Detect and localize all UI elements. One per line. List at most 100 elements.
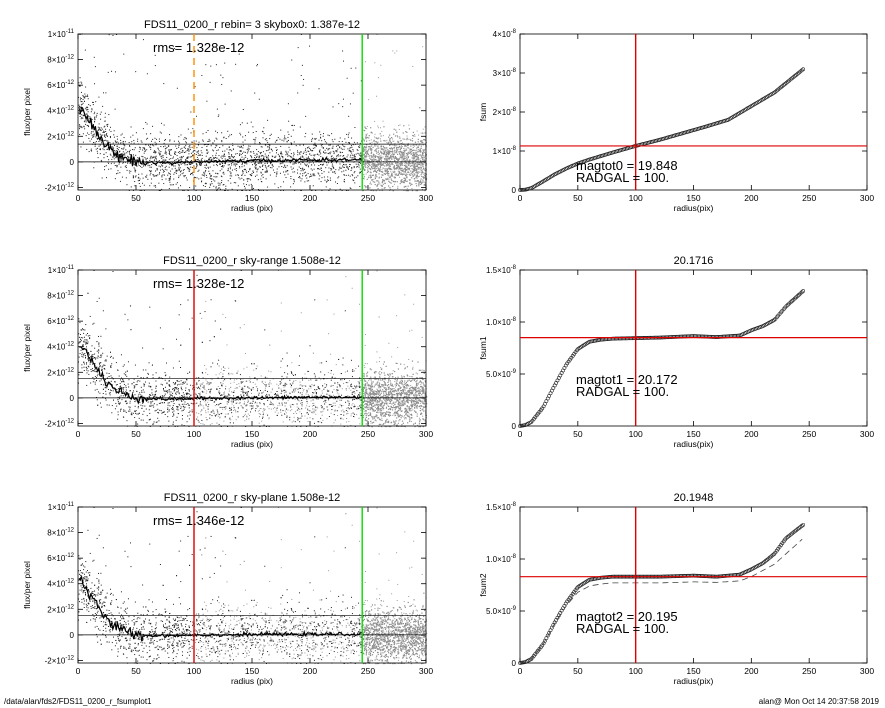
scatter-point — [281, 398, 283, 400]
scatter-point — [170, 154, 172, 156]
scatter-point — [193, 176, 195, 178]
scatter-point — [424, 148, 426, 150]
scatter-point — [188, 168, 190, 170]
scatter-point — [185, 137, 187, 139]
scatter-point — [187, 156, 189, 158]
scatter-point — [380, 148, 382, 150]
scatter-point — [148, 409, 150, 411]
scatter-point — [105, 328, 107, 330]
scatter-point — [407, 391, 409, 393]
scatter-point — [241, 381, 243, 383]
scatter-point — [154, 391, 156, 393]
scatter-point — [313, 384, 315, 386]
scatter-point — [360, 154, 362, 156]
scatter-point — [155, 155, 157, 157]
scatter-point — [402, 392, 404, 394]
scatter-point — [284, 392, 286, 394]
scatter-point — [266, 158, 268, 160]
scatter-point — [409, 330, 411, 332]
scatter-point — [146, 163, 148, 165]
scatter-point — [161, 179, 163, 181]
scatter-point — [284, 137, 286, 139]
scatter-point — [341, 171, 343, 173]
scatter-point — [249, 173, 251, 175]
scatter-point — [193, 149, 195, 151]
scatter-point — [80, 104, 82, 106]
y-tick-label: 0 — [70, 158, 75, 167]
scatter-point — [169, 152, 171, 154]
scatter-point — [379, 190, 381, 191]
scatter-point — [341, 151, 343, 153]
scatter-point — [205, 392, 207, 394]
scatter-point — [202, 140, 204, 142]
scatter-point — [375, 148, 378, 150]
scatter-point — [219, 170, 221, 172]
scatter-point — [133, 163, 135, 165]
scatter-point — [209, 140, 211, 142]
scatter-point — [377, 151, 379, 153]
scatter-point — [335, 190, 337, 191]
scatter-point — [349, 156, 351, 158]
scatter-point — [138, 165, 140, 167]
scatter-point — [286, 141, 288, 143]
scatter-point — [200, 154, 202, 156]
scatter-point — [128, 406, 130, 408]
scatter-point — [224, 158, 226, 160]
scatter-point — [175, 170, 177, 172]
scatter-point — [295, 145, 297, 147]
scatter-point — [242, 144, 244, 146]
scatter-point — [396, 149, 398, 151]
scatter-point — [295, 390, 297, 392]
scatter-point — [288, 133, 290, 135]
scatter-point — [328, 171, 330, 173]
scatter-point — [117, 154, 119, 156]
scatter-point — [166, 383, 168, 385]
scatter-point — [264, 144, 266, 146]
scatter-point — [422, 165, 424, 168]
scatter-point — [384, 170, 386, 172]
scatter-point — [241, 164, 243, 166]
scatter-point — [246, 149, 248, 151]
scatter-point — [172, 401, 174, 403]
scatter-point — [98, 128, 100, 130]
scatter-point — [405, 418, 407, 420]
scatter-point — [154, 141, 156, 143]
scatter-point — [155, 138, 157, 140]
scatter-point — [356, 386, 358, 388]
scatter-point — [183, 381, 185, 383]
scatter-point — [340, 399, 342, 401]
scatter-point — [129, 406, 131, 408]
scatter-point — [418, 168, 420, 170]
scatter-point — [400, 164, 402, 167]
scatter-point — [171, 161, 173, 163]
scatter-point — [376, 180, 378, 182]
scatter-point — [423, 159, 425, 161]
scatter-point — [329, 177, 331, 179]
scatter-point — [380, 151, 382, 153]
scatter-point — [256, 154, 258, 156]
scatter-point — [235, 63, 237, 65]
scatter-point — [378, 156, 380, 158]
scatter-point — [178, 146, 180, 148]
scatter-point — [126, 394, 128, 396]
scatter-point — [345, 174, 347, 176]
scatter-point — [228, 394, 230, 396]
scatter-point — [169, 163, 171, 165]
scatter-point — [197, 150, 199, 152]
scatter-point — [153, 394, 155, 396]
scatter-point — [342, 106, 344, 108]
scatter-point — [133, 142, 135, 144]
scatter-point — [150, 166, 152, 168]
scatter-point — [343, 154, 345, 156]
scatter-point — [231, 412, 233, 414]
scatter-point — [252, 132, 254, 134]
scatter-point — [407, 167, 409, 169]
scatter-point — [401, 159, 403, 161]
scatter-point — [404, 162, 406, 164]
scatter-point — [185, 141, 187, 143]
scatter-point — [87, 94, 89, 96]
scatter-point — [85, 343, 87, 345]
scatter-point — [314, 175, 316, 177]
scatter-point — [299, 400, 301, 402]
scatter-point — [170, 173, 172, 175]
